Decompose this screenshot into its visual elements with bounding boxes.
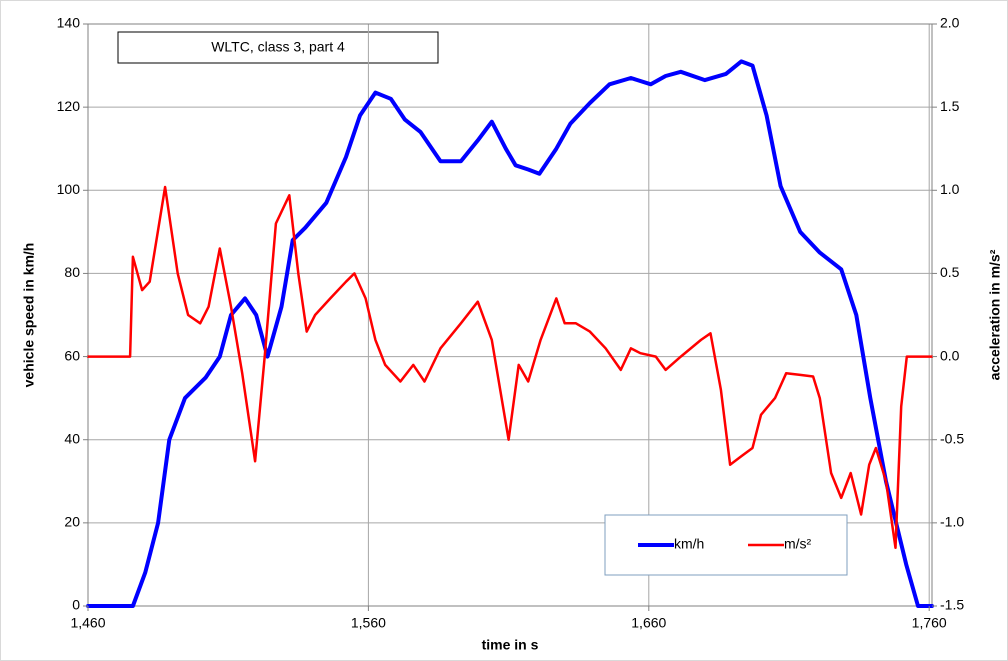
y-tick-label: 100	[57, 181, 81, 197]
x-tick-label: 1,760	[912, 615, 947, 631]
chart-title: WLTC, class 3, part 4	[211, 39, 345, 55]
y-tick-label: 40	[64, 430, 80, 446]
title-box	[117, 31, 439, 64]
y2-tick-label: 2.0	[940, 15, 960, 31]
y2-tick-label: 1.0	[940, 181, 960, 197]
y-tick-label: 140	[57, 15, 81, 31]
y-tick-label: 120	[57, 98, 81, 114]
y-tick-label: 0	[72, 597, 80, 613]
y2-tick-label: 0.5	[940, 264, 960, 280]
y-tick-label: 80	[64, 264, 80, 280]
plot-frame	[87, 23, 933, 607]
x-tick-label: 1,660	[631, 615, 666, 631]
y2-tick-label: -1.5	[940, 597, 964, 613]
legend-label: m/s²	[784, 536, 812, 552]
y2-tick-label: 1.5	[940, 98, 960, 114]
y-tick-label: 20	[64, 514, 80, 530]
y2-tick-label: -0.5	[940, 430, 964, 446]
legend-label: km/h	[674, 536, 704, 552]
y-tick-label: 60	[64, 347, 80, 363]
series-line	[86, 59, 934, 608]
y2-tick-label: -1.0	[940, 514, 964, 530]
series-line	[86, 185, 934, 550]
x-tick-label: 1,460	[70, 615, 105, 631]
y2-axis-title: acceleration in m/s²	[987, 249, 1003, 380]
y-axis-title: vehicle speed in km/h	[21, 243, 37, 388]
x-axis-title: time in s	[482, 637, 539, 653]
y2-tick-label: 0.0	[940, 347, 960, 363]
x-tick-label: 1,560	[351, 615, 386, 631]
